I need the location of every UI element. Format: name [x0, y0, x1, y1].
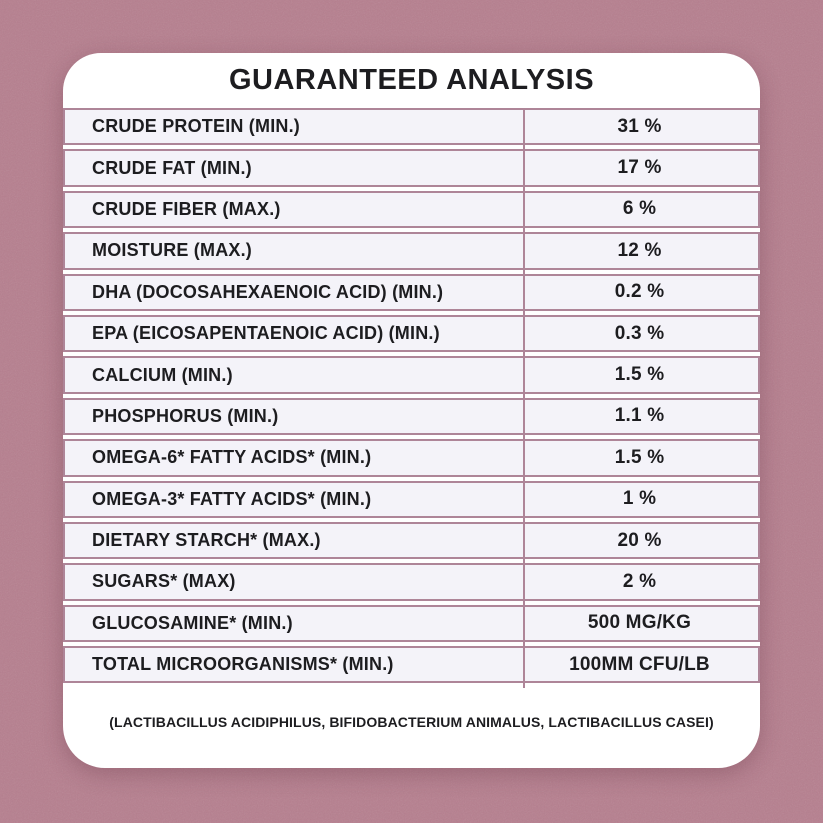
page-title: GUARANTEED ANALYSIS [228, 64, 595, 96]
nutrient-label: DHA (DOCOSAHEXAENOIC ACID) (MIN.) [92, 281, 444, 302]
table-row: OMEGA-6* FATTY ACIDS* (MIN.) 1.5 % [63, 439, 760, 477]
nutrient-label: CALCIUM (MIN.) [92, 364, 233, 385]
probiotics-footnote: (LACTIBACILLUS ACIDIPHILUS, BIFIDOBACTER… [109, 714, 714, 730]
table-row: SUGARS* (MAX) 2 % [63, 563, 760, 601]
nutrient-value: 12 % [617, 239, 662, 261]
nutrient-label: CRUDE FIBER (MAX.) [92, 198, 281, 219]
nutrient-label: TOTAL MICROORGANISMS* (MIN.) [92, 654, 394, 675]
table-row: DIETARY STARCH* (MAX.) 20 % [63, 521, 760, 560]
nutrient-value: 1.5 % [614, 446, 665, 468]
nutrient-label: CRUDE FAT (MIN.) [92, 157, 252, 178]
nutrient-value: 500 MG/KG [587, 612, 692, 634]
nutrient-value: 31 % [617, 115, 662, 137]
nutrient-label: DIETARY STARCH* (MAX.) [92, 530, 321, 551]
nutrient-label: PHOSPHORUS (MIN.) [92, 405, 279, 426]
analysis-table: CRUDE PROTEIN (MIN.) 31 % CRUDE FAT (MIN… [63, 108, 760, 688]
table-row: CRUDE PROTEIN (MIN.) 31 % [63, 108, 760, 146]
nutrient-label: MOISTURE (MAX.) [92, 240, 252, 261]
table-row: DHA (DOCOSAHEXAENOIC ACID) (MIN.) 0.2 % [63, 273, 760, 311]
nutrient-value: 20 % [617, 529, 662, 551]
table-row: CRUDE FIBER (MAX.) 6 % [63, 190, 760, 229]
nutrient-value: 1.5 % [614, 364, 665, 386]
table-row: GLUCOSAMINE* (MIN.) 500 MG/KG [63, 604, 760, 643]
nutrient-label: GLUCOSAMINE* (MIN.) [92, 612, 293, 633]
column-divider [523, 108, 525, 688]
nutrient-label: OMEGA-3* FATTY ACIDS* (MIN.) [92, 488, 372, 509]
table-row: OMEGA-3* FATTY ACIDS* (MIN.) 1 % [63, 480, 760, 518]
table-row: EPA (EICOSAPENTAENOIC ACID) (MIN.) 0.3 % [63, 314, 760, 353]
nutrient-label: OMEGA-6* FATTY ACIDS* (MIN.) [92, 447, 372, 468]
table-row: CRUDE FAT (MIN.) 17 % [63, 149, 760, 187]
table-row: PHOSPHORUS (MIN.) 1.1 % [63, 397, 760, 436]
table-row: MOISTURE (MAX.) 12 % [63, 232, 760, 270]
nutrient-value: 17 % [617, 157, 662, 179]
nutrient-value: 0.2 % [614, 281, 665, 303]
guaranteed-analysis-card: GUARANTEED ANALYSIS CRUDE PROTEIN (MIN.)… [63, 53, 760, 768]
nutrient-value: 2 % [622, 570, 657, 592]
table-row: TOTAL MICROORGANISMS* (MIN.) 100MM CFU/L… [63, 646, 760, 684]
nutrient-value: 1 % [622, 488, 657, 510]
nutrient-value: 100MM CFU/LB [569, 653, 710, 675]
nutrient-value: 6 % [622, 198, 657, 220]
nutrient-label: CRUDE PROTEIN (MIN.) [92, 116, 300, 137]
nutrient-value: 1.1 % [614, 405, 665, 427]
table-row: CALCIUM (MIN.) 1.5 % [63, 356, 760, 394]
nutrient-value: 0.3 % [614, 322, 665, 344]
nutrient-label: EPA (EICOSAPENTAENOIC ACID) (MIN.) [92, 323, 440, 344]
nutrient-label: SUGARS* (MAX) [92, 571, 236, 592]
